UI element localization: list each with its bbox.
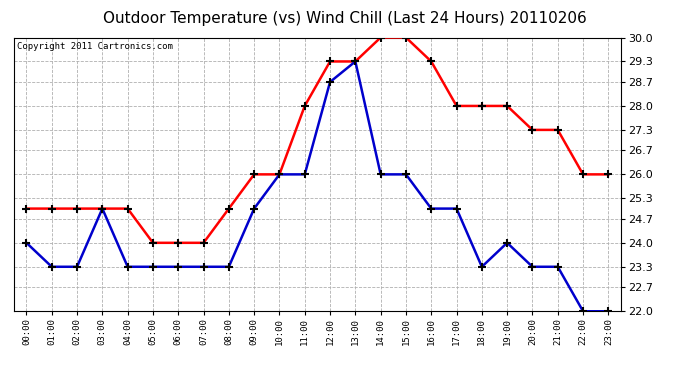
Text: Copyright 2011 Cartronics.com: Copyright 2011 Cartronics.com [17,42,172,51]
Text: Outdoor Temperature (vs) Wind Chill (Last 24 Hours) 20110206: Outdoor Temperature (vs) Wind Chill (Las… [103,11,587,26]
